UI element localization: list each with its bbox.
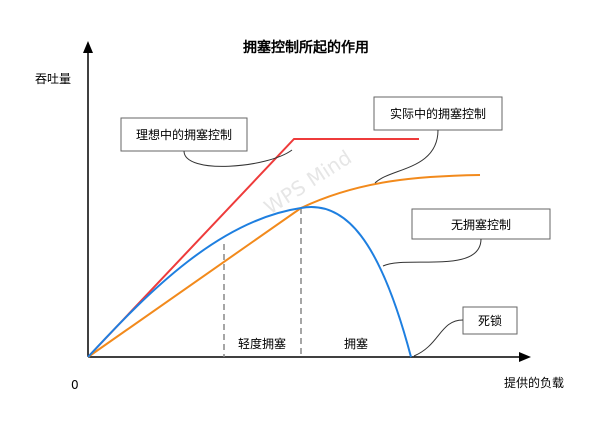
diagram-title: 拥塞控制所起的作用 <box>243 39 369 56</box>
callout-none-box <box>411 208 551 240</box>
callout-ideal-label: 理想中的拥塞控制 <box>136 127 232 142</box>
callout-none-label: 无拥塞控制 <box>451 217 511 232</box>
x-axis-label: 提供的负载 <box>504 375 564 390</box>
actual-curve <box>87 174 481 358</box>
no-control-curve <box>87 206 412 358</box>
y-axis-label: 吞吐量 <box>35 72 71 86</box>
callout-deadlock-connector <box>413 319 464 357</box>
region-congestion: 拥塞 <box>344 336 368 351</box>
callout-actual-box <box>373 96 503 131</box>
callout-actual-label: 实际中的拥塞控制 <box>390 106 486 121</box>
ideal-curve <box>87 138 419 358</box>
y-axis-arrow <box>83 41 93 53</box>
callout-ideal-connector <box>183 149 293 167</box>
x-axis-arrow <box>519 352 531 362</box>
callout-deadlock-label: 死锁 <box>478 313 502 328</box>
callout-actual-connector <box>374 129 439 184</box>
region-light-congestion: 轻度拥塞 <box>238 336 286 351</box>
callout-none-connector <box>382 238 482 267</box>
origin-label: 0 <box>71 378 79 392</box>
